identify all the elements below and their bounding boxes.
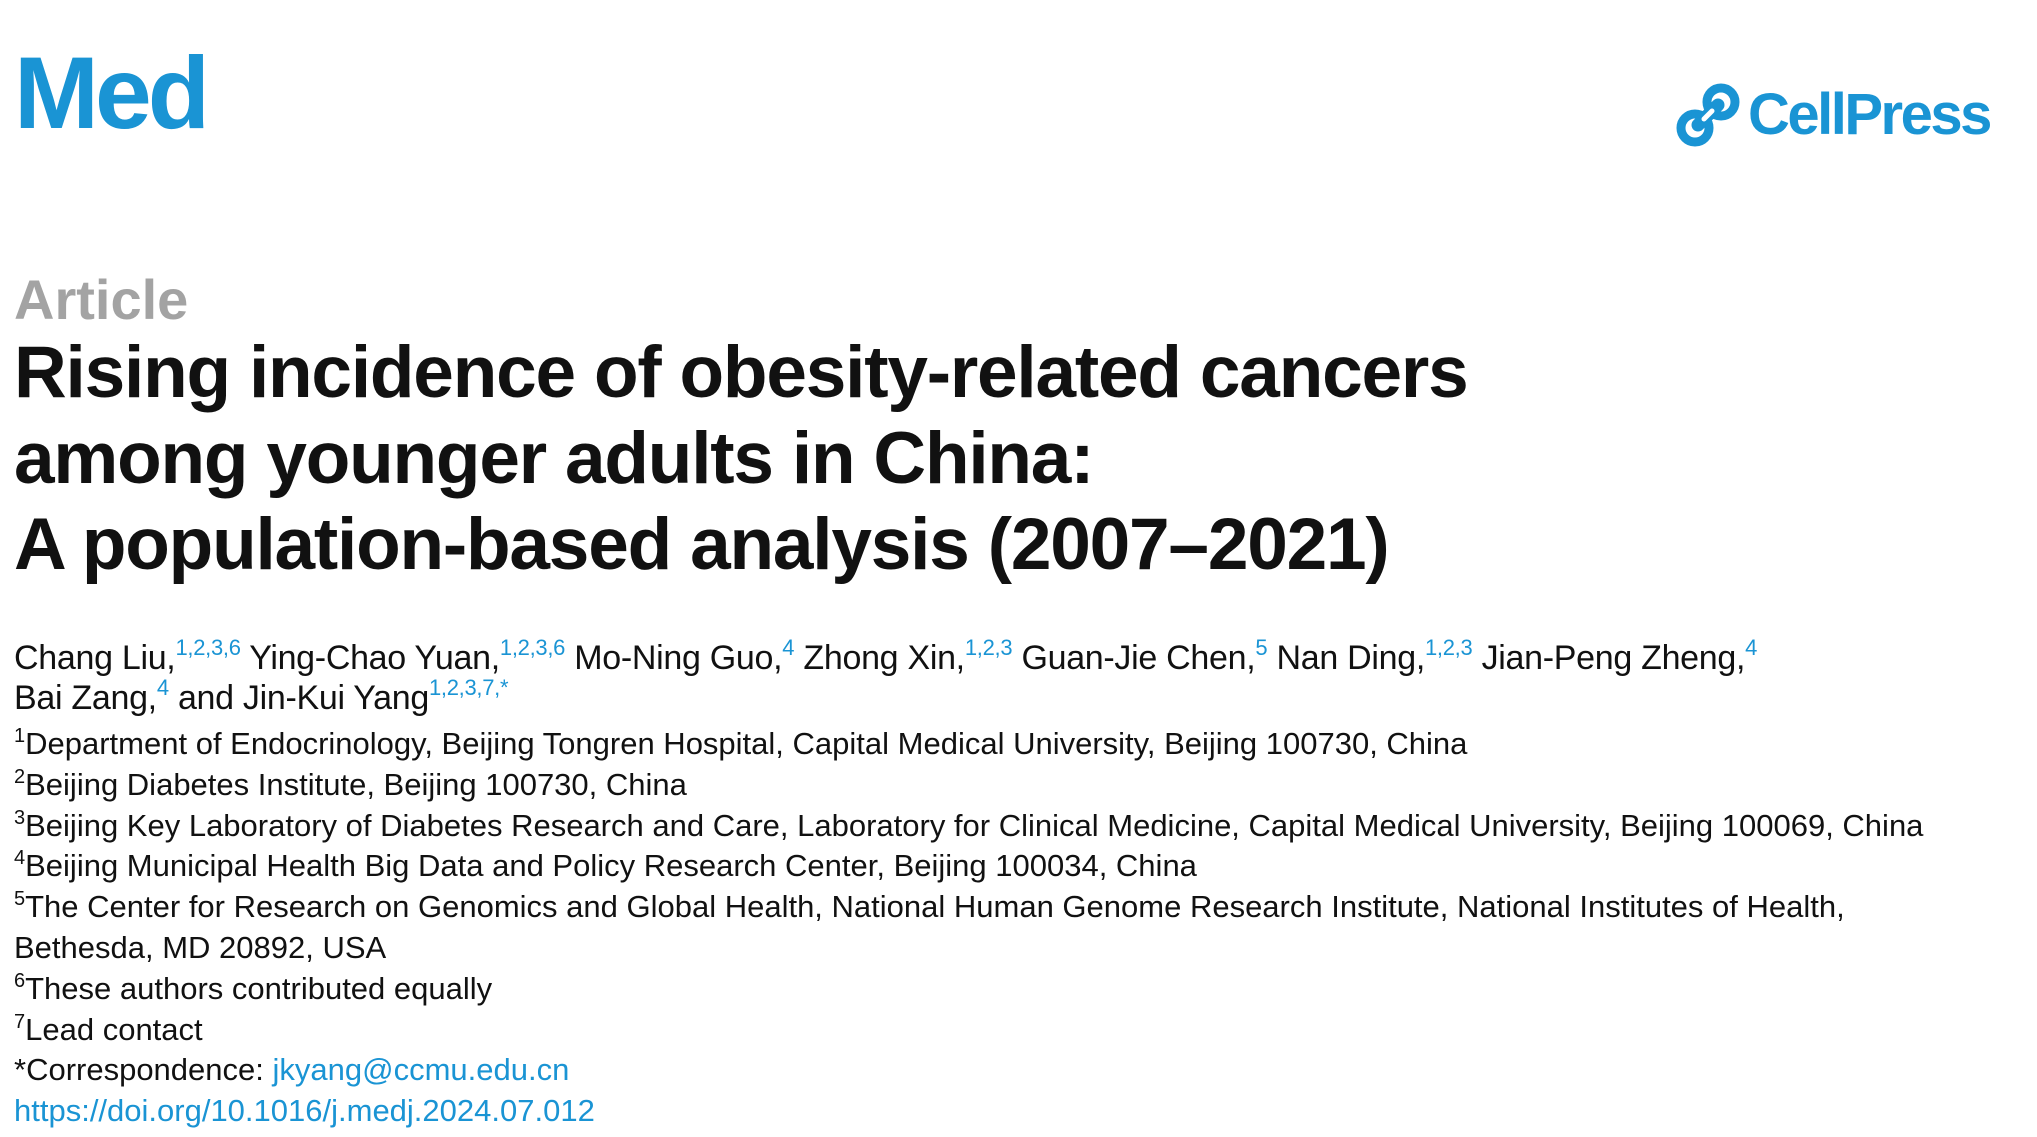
affiliation-number: 5 bbox=[14, 888, 26, 911]
correspondence-line: *Correspondence: jkyang@ccmu.edu.cn bbox=[14, 1050, 2024, 1091]
author-name[interactable]: Chang Liu, bbox=[14, 639, 176, 677]
article-type-label: Article bbox=[14, 268, 189, 331]
doi-line: https://doi.org/10.1016/j.medj.2024.07.0… bbox=[14, 1091, 2024, 1132]
author-name[interactable]: Mo-Ning Guo, bbox=[574, 639, 783, 677]
affiliation-number: 2 bbox=[14, 765, 26, 788]
journal-logo: Med bbox=[14, 36, 210, 150]
author-affiliation-ref[interactable]: 1,2,3 bbox=[1424, 635, 1473, 660]
author-affiliation-ref[interactable]: 1,2,3,6 bbox=[499, 635, 566, 660]
author-affiliation-ref[interactable]: 1,2,3,6 bbox=[175, 635, 241, 660]
affiliation-item-continued: Bethesda, MD 20892, USA bbox=[14, 928, 2024, 969]
affiliation-number: 4 bbox=[14, 847, 26, 870]
affiliation-item: 4Beijing Municipal Health Big Data and P… bbox=[14, 846, 2024, 887]
author-affiliation-ref[interactable]: 5 bbox=[1255, 635, 1268, 660]
correspondence-label: *Correspondence: bbox=[14, 1052, 273, 1088]
author-name[interactable]: Zhong Xin, bbox=[803, 639, 965, 677]
author-line: Chang Liu,1,2,3,6 Ying-Chao Yuan,1,2,3,6… bbox=[14, 635, 2024, 678]
author-name[interactable]: Ying-Chao Yuan, bbox=[249, 639, 500, 677]
affiliation-item: 1Department of Endocrinology, Beijing To… bbox=[14, 724, 2024, 765]
author-name[interactable]: Jian-Peng Zheng, bbox=[1481, 639, 1746, 677]
author-affiliation-ref[interactable]: 1,2,3 bbox=[964, 635, 1013, 660]
article-title: Rising incidence of obesity-related canc… bbox=[14, 330, 1914, 588]
affiliation-text: Beijing Key Laboratory of Diabetes Resea… bbox=[25, 807, 1924, 843]
title-line: A population-based analysis (2007–2021) bbox=[14, 504, 1390, 585]
affiliation-number: 7 bbox=[14, 1010, 26, 1033]
author-affiliation-ref[interactable]: 4 bbox=[1745, 635, 1758, 660]
doi-link[interactable]: https://doi.org/10.1016/j.medj.2024.07.0… bbox=[14, 1093, 595, 1129]
affiliation-text: The Center for Research on Genomics and … bbox=[25, 889, 1845, 925]
author-line: Bai Zang,4 and Jin-Kui Yang1,2,3,7,* bbox=[14, 675, 2024, 718]
author-affiliation-ref[interactable]: 1,2,3,7,* bbox=[428, 675, 509, 700]
affiliation-text: Bethesda, MD 20892, USA bbox=[14, 929, 387, 965]
affiliation-list: 1Department of Endocrinology, Beijing To… bbox=[14, 724, 2024, 1132]
author-affiliation-ref[interactable]: 4 bbox=[782, 635, 795, 660]
affiliation-number: 3 bbox=[14, 806, 26, 829]
author-list: Chang Liu,1,2,3,6 Ying-Chao Yuan,1,2,3,6… bbox=[14, 635, 2024, 718]
author-name[interactable]: Bai Zang, bbox=[14, 679, 157, 717]
affiliation-item: 2Beijing Diabetes Institute, Beijing 100… bbox=[14, 765, 2024, 806]
author-affiliation-ref[interactable]: 4 bbox=[156, 675, 169, 700]
affiliation-item: 6These authors contributed equally bbox=[14, 969, 2024, 1010]
affiliation-text: Beijing Diabetes Institute, Beijing 1007… bbox=[25, 766, 687, 802]
affiliation-item: 7Lead contact bbox=[14, 1010, 2024, 1051]
affiliation-item: 3Beijing Key Laboratory of Diabetes Rese… bbox=[14, 806, 2024, 847]
title-line: Rising incidence of obesity-related canc… bbox=[14, 332, 1469, 413]
author-name[interactable]: Guan-Jie Chen, bbox=[1021, 639, 1256, 677]
title-line: among younger adults in China: bbox=[14, 418, 1095, 499]
affiliation-item: 5The Center for Research on Genomics and… bbox=[14, 887, 2024, 928]
affiliation-number: 1 bbox=[14, 725, 26, 747]
affiliation-number: 6 bbox=[14, 969, 26, 992]
author-name[interactable]: Nan Ding, bbox=[1276, 639, 1425, 677]
cellpress-link-icon bbox=[1676, 83, 1740, 147]
affiliation-text: Lead contact bbox=[25, 1011, 203, 1047]
author-name[interactable]: and Jin-Kui Yang bbox=[177, 679, 429, 717]
correspondence-email-link[interactable]: jkyang@ccmu.edu.cn bbox=[272, 1052, 570, 1088]
publisher-logo: CellPress bbox=[1674, 80, 2024, 150]
affiliation-text: Beijing Municipal Health Big Data and Po… bbox=[25, 848, 1197, 884]
publisher-name: CellPress bbox=[1748, 82, 1992, 147]
affiliation-text: Department of Endocrinology, Beijing Ton… bbox=[25, 726, 1468, 761]
affiliation-text: These authors contributed equally bbox=[25, 970, 493, 1006]
